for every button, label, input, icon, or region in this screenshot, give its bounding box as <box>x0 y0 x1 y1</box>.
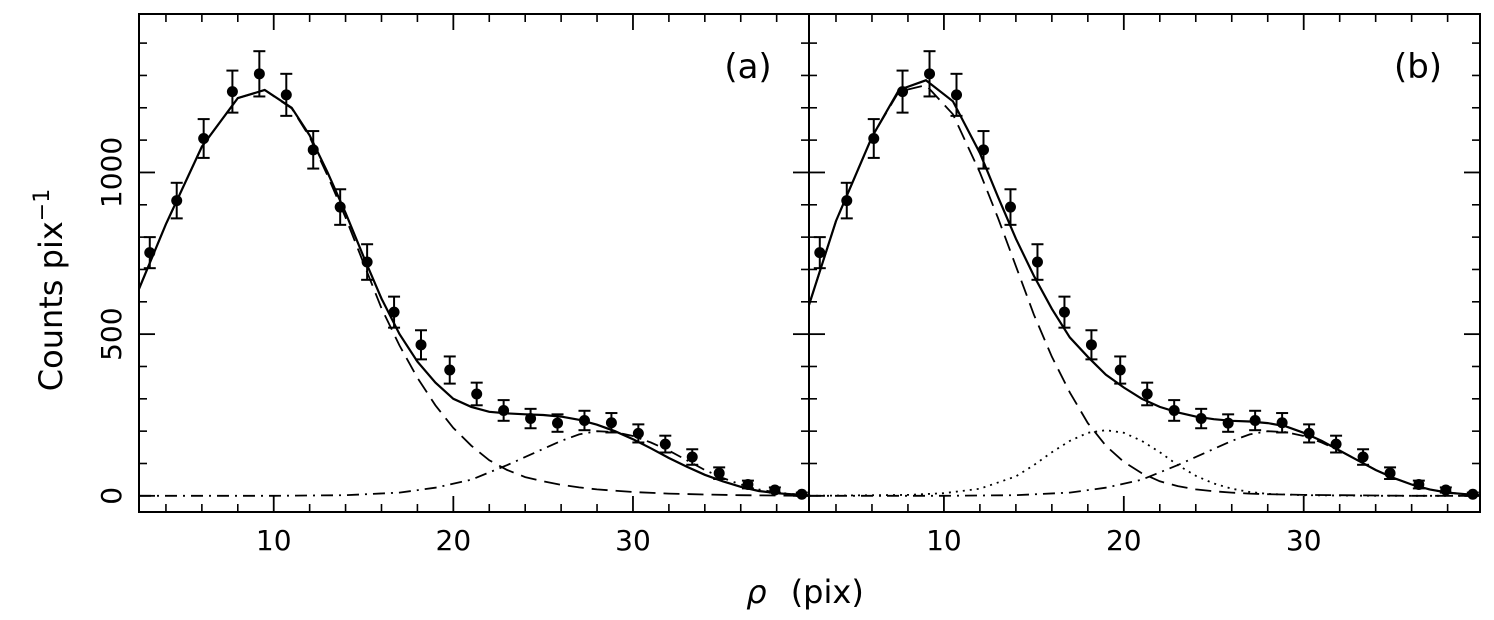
data-point <box>1384 467 1396 479</box>
data-point <box>1114 364 1126 376</box>
panel-label: (a) <box>724 47 771 87</box>
data-point <box>498 404 510 416</box>
y-axis-label-exponent: −1 <box>30 189 55 221</box>
x-axis-label-unit: (pix) <box>791 573 864 611</box>
x-tick-label: 20 <box>436 524 472 557</box>
data-point <box>361 256 373 268</box>
data-point <box>814 247 826 259</box>
data-point <box>1195 413 1207 425</box>
data-point <box>659 438 671 450</box>
data-point <box>1467 488 1479 500</box>
data-point <box>552 417 564 429</box>
data-point <box>1141 388 1153 400</box>
data-point <box>841 195 853 207</box>
y-tick-label: 500 <box>95 307 128 360</box>
curve-dashdot <box>139 430 809 497</box>
data-point <box>1085 339 1097 351</box>
data-point <box>1276 417 1288 429</box>
data-point <box>796 488 808 500</box>
panel-a: 10 20 30 0 500 1000 (a) <box>95 13 810 557</box>
x-axis-label-symbol: ρ <box>746 573 766 611</box>
data-point <box>1222 417 1234 429</box>
y-axis-label-text: Counts pix <box>32 221 70 391</box>
curve-group <box>809 79 1480 497</box>
y-tick-label: 0 <box>95 487 128 505</box>
data-point <box>897 86 909 98</box>
curve-dotted <box>809 429 1480 497</box>
data-point <box>1004 201 1016 213</box>
data-point <box>471 388 483 400</box>
data-point <box>605 417 617 429</box>
data-point <box>977 144 989 156</box>
data-point <box>1440 484 1452 496</box>
x-tick-label: 30 <box>615 524 651 557</box>
data-point <box>144 247 156 259</box>
data-point <box>769 484 781 496</box>
data-point <box>924 68 936 80</box>
data-point <box>198 133 210 144</box>
curve-solid <box>139 88 809 497</box>
data-point <box>280 89 292 101</box>
y-tick-label: 1000 <box>95 137 128 208</box>
x-axis-label: ρ (pix) <box>746 573 864 611</box>
data-point <box>686 451 698 463</box>
data-point <box>388 306 400 318</box>
data-point <box>1031 256 1043 268</box>
data-point <box>444 364 456 376</box>
data-point <box>1357 451 1369 463</box>
panel-label: (b) <box>1394 47 1442 87</box>
x-tick-label: 30 <box>1286 524 1322 557</box>
data-point <box>415 339 427 351</box>
curve-dashed <box>139 89 809 497</box>
x-tick-label: 10 <box>256 524 292 557</box>
data-point <box>742 479 754 491</box>
data-point <box>226 86 238 98</box>
curve-group <box>139 88 809 497</box>
x-tick-label: 10 <box>926 524 962 557</box>
data-point <box>253 68 265 80</box>
panel-b: 10 20 30 (b) <box>808 13 1481 557</box>
data-point <box>1058 306 1070 318</box>
data-point <box>525 413 537 425</box>
data-point <box>307 144 319 156</box>
data-point <box>713 467 725 479</box>
data-point <box>1168 404 1180 416</box>
data-point <box>171 195 183 207</box>
data-point <box>951 89 963 101</box>
curve-solid <box>809 79 1480 497</box>
data-point <box>1330 438 1342 450</box>
data-point <box>1303 427 1315 439</box>
x-tick-label: 20 <box>1106 524 1142 557</box>
curve-dashdot <box>809 430 1480 497</box>
data-point <box>1249 414 1261 426</box>
plot-frame <box>808 13 1481 513</box>
data-point <box>334 201 346 213</box>
data-point <box>632 427 644 439</box>
y-axis-label: Counts pix−1 <box>30 189 70 391</box>
data-point <box>868 133 880 144</box>
data-point <box>578 414 590 426</box>
data-point <box>1413 479 1425 491</box>
plot-frame <box>138 13 810 513</box>
curve-dashed <box>809 84 1480 497</box>
